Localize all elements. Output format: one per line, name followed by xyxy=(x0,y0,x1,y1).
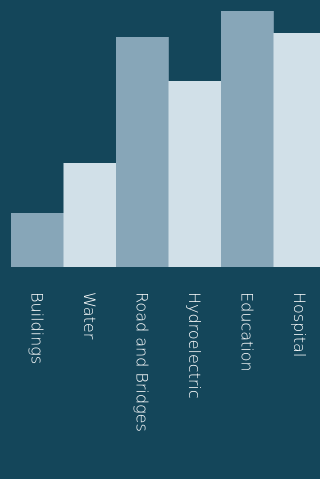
bar-hospital xyxy=(273,33,320,267)
category-label: Road and Bridges xyxy=(132,292,151,432)
category-label: Buildings xyxy=(27,292,46,364)
category-label: Education xyxy=(237,292,256,372)
bar-education xyxy=(221,11,274,267)
bars-group xyxy=(11,11,320,267)
category-label: Water xyxy=(80,292,99,340)
category-labels-group: Buildings Water Road and Bridges Hydroelect… xyxy=(27,292,309,432)
category-label: Hydroelectric xyxy=(185,292,204,399)
bar-hydroelectric xyxy=(168,81,222,267)
bar-buildings xyxy=(11,213,64,267)
category-label: Hospital xyxy=(290,292,309,357)
bar-road-and-bridges xyxy=(116,37,169,267)
bar-water xyxy=(63,163,117,267)
